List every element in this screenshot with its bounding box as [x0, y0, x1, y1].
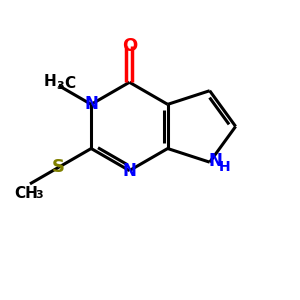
Text: N: N	[84, 95, 98, 113]
Text: N: N	[208, 152, 222, 170]
Text: CH: CH	[14, 186, 38, 201]
Text: H: H	[44, 74, 56, 89]
Text: 3: 3	[56, 81, 64, 91]
Text: C: C	[64, 76, 75, 91]
Text: O: O	[122, 37, 137, 55]
Text: N: N	[122, 162, 136, 180]
Text: 3: 3	[36, 190, 43, 200]
Text: S: S	[52, 158, 65, 176]
Text: H: H	[219, 160, 231, 175]
